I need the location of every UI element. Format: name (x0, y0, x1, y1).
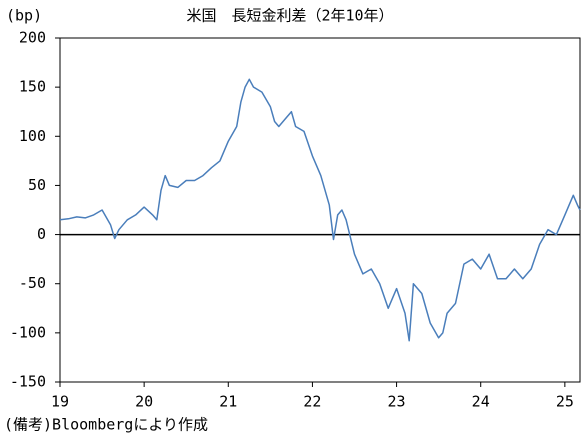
note: (備考)Bloombergにより作成 (4, 416, 208, 434)
x-tick-label: 20 (135, 393, 153, 411)
y-tick-label: 0 (37, 225, 46, 243)
x-tick-label: 22 (303, 393, 321, 411)
y-tick-label: -50 (19, 274, 46, 292)
x-tick-label: 25 (556, 393, 574, 411)
x-tick-label: 21 (219, 393, 237, 411)
x-tick-label: 19 (51, 393, 69, 411)
x-tick-label: 24 (472, 393, 490, 411)
chart-title: 米国 長短金利差（2年10年） (186, 7, 393, 25)
x-tick-label: 23 (388, 393, 406, 411)
y-unit-label: (bp) (6, 7, 42, 25)
plot-frame (59, 37, 581, 383)
y-tick-label: -100 (10, 323, 46, 341)
y-tick-label: 50 (28, 176, 46, 194)
y-tick-label: 200 (19, 29, 46, 47)
y-tick-label: -150 (10, 373, 46, 391)
y-tick-label: 100 (19, 127, 46, 145)
y-tick-label: 150 (19, 78, 46, 96)
line-series (59, 78, 581, 342)
